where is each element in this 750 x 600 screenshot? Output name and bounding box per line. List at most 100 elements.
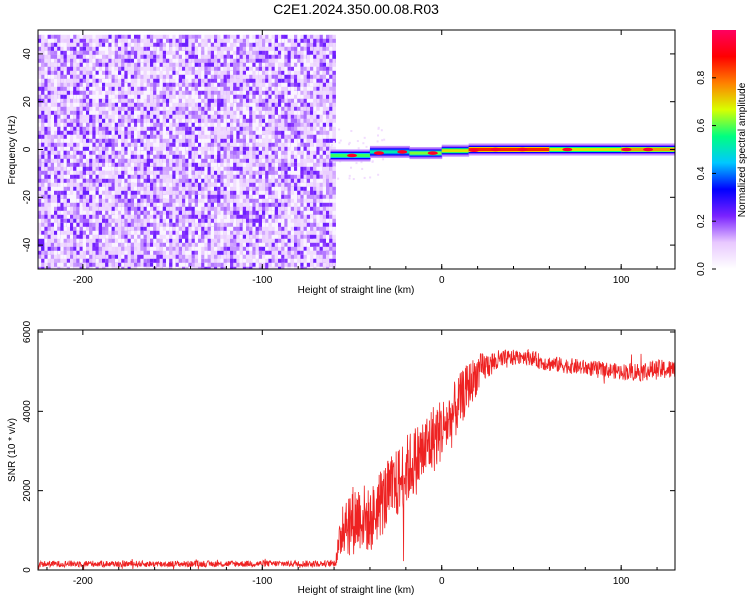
- spectrogram-noise-cell: [252, 114, 256, 119]
- spectrogram-noise-cell: [121, 114, 125, 119]
- spectrogram-noise-cell: [274, 98, 279, 103]
- spectrogram-noise-cell: [303, 262, 308, 269]
- spectrogram-noise-cell: [140, 222, 144, 227]
- spectrogram-noise-cell: [166, 242, 170, 247]
- spectrogram-noise-cell: [204, 266, 208, 269]
- spectrogram-noise-cell: [127, 90, 132, 95]
- spectrogram-noise-cell: [194, 94, 199, 99]
- spectrogram-noise-cell: [150, 186, 154, 191]
- spectrogram-noise-cell: [89, 230, 93, 235]
- spectrogram-noise-cell: [188, 166, 192, 171]
- spectrogram-noise-cell: [70, 234, 74, 239]
- spectrogram-noise-cell: [73, 90, 77, 95]
- spectrogram-noise-cell: [172, 166, 176, 171]
- spectrogram-noise-cell: [57, 98, 61, 103]
- spectrogram-noise-cell: [121, 170, 125, 175]
- spectrogram-noise-cell: [137, 242, 141, 247]
- spectrogram-noise-cell: [47, 110, 52, 115]
- spectrogram-noise-cell: [246, 166, 250, 171]
- spectrogram-noise-cell: [300, 198, 304, 203]
- spectrogram-noise-cell: [239, 174, 244, 179]
- spectrogram-noise-cell: [185, 118, 189, 123]
- spectrogram-noise-cell: [38, 174, 42, 179]
- spectrogram-noise-cell: [230, 106, 234, 111]
- spectrogram-noise-cell: [92, 262, 96, 269]
- spectrogram-noise-cell: [73, 250, 77, 259]
- spectrogram-noise-cell: [57, 90, 61, 95]
- spectrogram-noise-cell: [82, 218, 87, 223]
- spectrogram-noise-cell: [284, 134, 288, 139]
- spectrogram-noise-cell: [156, 218, 160, 223]
- spectrogram-noise-cell: [124, 266, 128, 269]
- spectrogram-noise-cell: [127, 206, 132, 211]
- spectrogram-noise-cell: [287, 42, 292, 47]
- spectrogram-noise-cell: [153, 54, 157, 59]
- spectrogram-noise-cell: [223, 50, 228, 55]
- spectrogram-noise-cell: [63, 102, 68, 107]
- spectrogram-noise-cell: [124, 130, 128, 135]
- spectrogram-noise-cell: [281, 66, 285, 71]
- spectrogram-noise-cell: [82, 78, 87, 83]
- spectrogram-noise-cell: [281, 190, 285, 195]
- spectrogram-noise-cell: [217, 262, 221, 269]
- spectrogram-noise-cell: [121, 98, 125, 103]
- spectrogram-noise-cell: [143, 262, 148, 267]
- spectrogram-noise-cell: [230, 166, 234, 171]
- spectrogram-noise-cell: [172, 266, 176, 269]
- spectrogram-noise-cell: [76, 86, 80, 91]
- spectrogram-noise-cell: [249, 266, 253, 269]
- spectrogram-noise-cell: [111, 166, 116, 171]
- spectrogram-noise-cell: [118, 202, 122, 207]
- spectrogram-noise-cell: [303, 178, 308, 183]
- spectrogram-noise-cell: [73, 186, 77, 191]
- spectrogram-noise-cell: [220, 266, 224, 269]
- spectrogram-noise-cell: [156, 166, 160, 171]
- spectrogram-noise-cell: [41, 114, 45, 119]
- spectrogram-noise-cell: [242, 186, 247, 191]
- spectrogram-noise-cell: [130, 202, 135, 207]
- spectrogram-noise-cell: [105, 114, 109, 119]
- spectrogram-noise-cell: [230, 246, 234, 251]
- spectrogram-noise-cell: [63, 58, 68, 63]
- spectrogram-noise-cell: [146, 90, 151, 95]
- spectrogram-noise-cell: [137, 250, 141, 259]
- spectrogram-noise-cell: [201, 198, 205, 203]
- spectrogram-noise-cell: [114, 42, 119, 47]
- spectrogram-noise-cell: [236, 58, 240, 63]
- spectrogram-noise-cell: [287, 250, 292, 255]
- spectrogram-noise-cell: [162, 194, 167, 199]
- spectrogram-noise-cell: [63, 262, 68, 267]
- spectrogram-noise-cell: [265, 230, 269, 235]
- spectrogram-noise-cell: [143, 142, 148, 147]
- spectrogram-noise-cell: [73, 146, 77, 151]
- spectrogram-noise-cell: [95, 134, 100, 139]
- spectrogram-noise-cell: [271, 90, 276, 95]
- spectrogram-noise-cell: [169, 142, 173, 147]
- spectrogram-noise-cell: [303, 234, 308, 239]
- spectrogram-noise-cell: [146, 106, 151, 111]
- spectrogram-noise-cell: [108, 122, 112, 127]
- spectrogram-noise-cell: [98, 98, 103, 103]
- spectrogram-noise-cell: [41, 90, 45, 95]
- spectrogram-noise-cell: [258, 54, 263, 59]
- spectrogram-noise-cell: [86, 170, 90, 175]
- spectrogram-noise-cell: [294, 262, 298, 269]
- spectrogram-noise-cell: [156, 262, 160, 269]
- spectrogram-noise-cell: [191, 250, 196, 255]
- spectrogram-noise-cell: [95, 110, 100, 115]
- spectrogram-noise-cell: [207, 242, 212, 247]
- spectrogram-noise-cell: [114, 194, 119, 199]
- spectrogram-noise-cell: [210, 90, 215, 95]
- spectrogram-noise-cell: [124, 234, 128, 239]
- spectrogram-noise-cell: [236, 166, 240, 171]
- spectrogram-noise-cell: [108, 162, 112, 167]
- spectrogram-noise-cell: [89, 262, 93, 269]
- spectrogram-noise-cell: [185, 262, 189, 269]
- spectrogram-noise-cell: [230, 66, 234, 71]
- spectrogram-noise-cell: [86, 246, 90, 251]
- spectrogram-noise-cell: [230, 114, 234, 119]
- spectrogram-noise-cell: [210, 130, 215, 135]
- spectrogram-noise-cell: [188, 130, 192, 135]
- spectrogram-noise-cell: [297, 242, 301, 247]
- spectrogram-noise-cell: [118, 182, 122, 187]
